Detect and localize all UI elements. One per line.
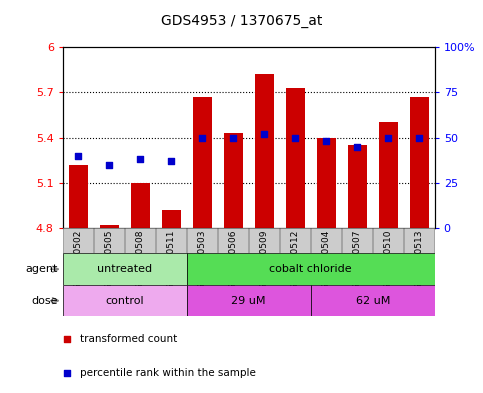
Point: [291, 134, 299, 141]
Text: GSM1240503: GSM1240503: [198, 230, 207, 290]
Point: [168, 158, 175, 164]
Bar: [255, 74, 273, 228]
Text: transformed count: transformed count: [80, 334, 177, 344]
Point: [74, 152, 82, 159]
Bar: [193, 97, 212, 228]
Bar: [187, 228, 217, 253]
Text: untreated: untreated: [97, 264, 152, 274]
Point: [322, 138, 330, 144]
Bar: [286, 88, 304, 228]
Point: [260, 131, 268, 137]
Point: [136, 156, 144, 162]
Point: [229, 134, 237, 141]
Text: cobalt chloride: cobalt chloride: [270, 264, 352, 274]
Text: control: control: [105, 296, 144, 306]
Bar: [100, 225, 118, 228]
Text: 62 uM: 62 uM: [355, 296, 390, 306]
Bar: [379, 123, 398, 228]
Bar: [317, 138, 336, 228]
Bar: [69, 165, 87, 228]
Bar: [348, 145, 367, 228]
Bar: [342, 228, 372, 253]
Text: GSM1240512: GSM1240512: [291, 230, 300, 290]
Text: GDS4953 / 1370675_at: GDS4953 / 1370675_at: [161, 13, 322, 28]
Bar: [312, 228, 341, 253]
Text: 29 uM: 29 uM: [231, 296, 266, 306]
Point: [415, 134, 423, 141]
Text: agent: agent: [26, 264, 58, 274]
Bar: [94, 228, 124, 253]
Point: [105, 162, 113, 168]
Text: dose: dose: [31, 296, 58, 306]
Point: [354, 143, 361, 150]
Bar: [187, 253, 435, 285]
Text: GSM1240504: GSM1240504: [322, 230, 331, 290]
Bar: [156, 228, 186, 253]
Bar: [224, 133, 242, 228]
Bar: [131, 183, 150, 228]
Bar: [404, 228, 434, 253]
Point: [279, 241, 286, 247]
Bar: [63, 253, 187, 285]
Bar: [218, 228, 248, 253]
Bar: [126, 228, 155, 253]
Text: GSM1240509: GSM1240509: [260, 230, 269, 290]
Text: GSM1240513: GSM1240513: [415, 230, 424, 290]
Text: GSM1240510: GSM1240510: [384, 230, 393, 290]
Bar: [373, 228, 403, 253]
Bar: [187, 285, 311, 316]
Bar: [311, 285, 435, 316]
Point: [384, 134, 392, 141]
Bar: [63, 285, 187, 316]
Text: GSM1240506: GSM1240506: [229, 230, 238, 290]
Text: GSM1240507: GSM1240507: [353, 230, 362, 290]
Bar: [410, 97, 428, 228]
Bar: [63, 228, 93, 253]
Bar: [249, 228, 279, 253]
Text: GSM1240505: GSM1240505: [105, 230, 114, 290]
Bar: [162, 210, 181, 228]
Bar: [280, 228, 310, 253]
Text: percentile rank within the sample: percentile rank within the sample: [80, 368, 256, 378]
Text: GSM1240508: GSM1240508: [136, 230, 145, 290]
Text: GSM1240502: GSM1240502: [74, 230, 83, 290]
Point: [199, 134, 206, 141]
Text: GSM1240511: GSM1240511: [167, 230, 176, 290]
